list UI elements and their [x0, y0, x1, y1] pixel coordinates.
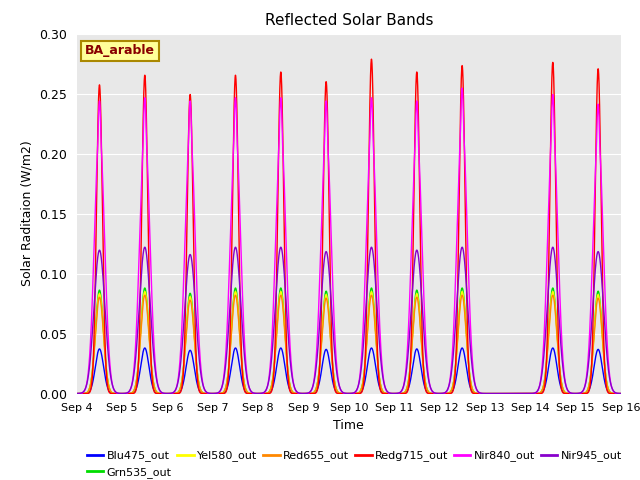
X-axis label: Time: Time [333, 419, 364, 432]
Legend: Blu475_out, Grn535_out, Yel580_out, Red655_out, Redg715_out, Nir840_out, Nir945_: Blu475_out, Grn535_out, Yel580_out, Red6… [83, 446, 627, 480]
Title: Reflected Solar Bands: Reflected Solar Bands [264, 13, 433, 28]
Text: BA_arable: BA_arable [85, 44, 155, 58]
Y-axis label: Solar Raditaion (W/m2): Solar Raditaion (W/m2) [20, 141, 33, 287]
